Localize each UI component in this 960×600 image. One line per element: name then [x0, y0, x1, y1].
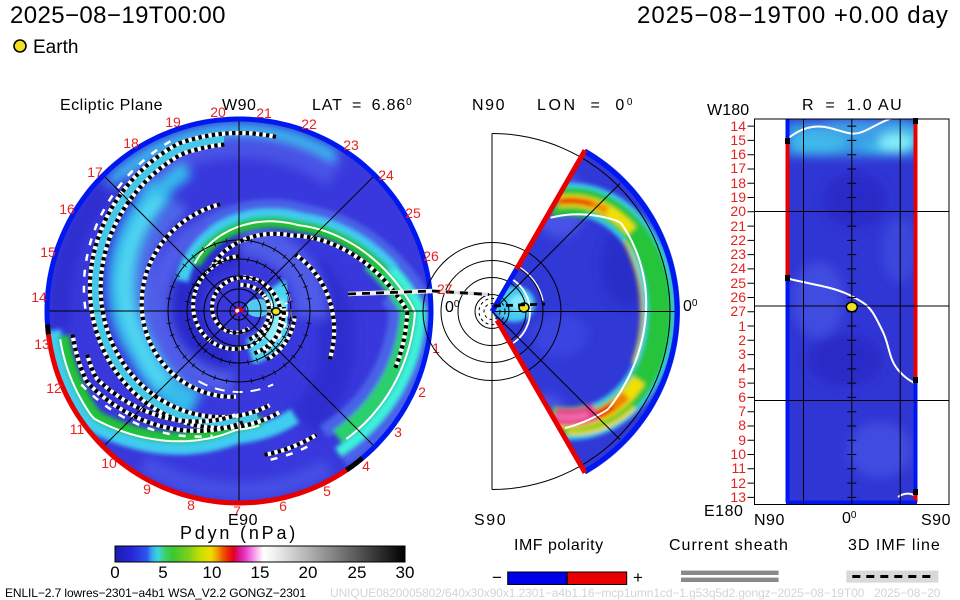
- svg-text:14: 14: [31, 289, 47, 305]
- svg-text:15: 15: [40, 244, 56, 260]
- svg-text:8: 8: [187, 497, 195, 513]
- svg-text:1: 1: [432, 340, 440, 356]
- svg-text:11: 11: [731, 460, 746, 476]
- svg-text:13: 13: [34, 336, 50, 352]
- svg-text:10: 10: [203, 563, 222, 582]
- svg-text:25: 25: [730, 275, 746, 291]
- svg-text:21: 21: [256, 105, 272, 121]
- svg-text:1: 1: [738, 318, 746, 334]
- svg-text:16: 16: [59, 201, 75, 217]
- svg-text:5: 5: [158, 563, 167, 582]
- svg-text:22: 22: [730, 232, 746, 248]
- svg-text:18: 18: [123, 135, 139, 151]
- svg-text:5: 5: [738, 375, 746, 391]
- svg-text:24: 24: [378, 167, 394, 183]
- svg-text:3: 3: [394, 424, 402, 440]
- svg-text:14: 14: [730, 118, 746, 134]
- svg-text:21: 21: [730, 218, 746, 234]
- svg-text:2: 2: [738, 332, 746, 348]
- svg-text:23: 23: [730, 246, 746, 262]
- svg-text:7: 7: [233, 503, 241, 519]
- svg-text:16: 16: [730, 146, 746, 162]
- svg-text:22: 22: [301, 116, 317, 132]
- svg-text:30: 30: [396, 563, 415, 582]
- svg-text:4: 4: [738, 360, 746, 376]
- svg-text:8: 8: [738, 417, 746, 433]
- svg-text:20: 20: [730, 203, 746, 219]
- svg-text:9: 9: [143, 481, 151, 497]
- svg-text:17: 17: [87, 164, 103, 180]
- svg-text:20: 20: [299, 563, 318, 582]
- svg-text:19: 19: [165, 114, 181, 130]
- svg-text:2: 2: [418, 384, 426, 400]
- svg-text:0: 0: [110, 563, 119, 582]
- svg-text:4: 4: [362, 458, 370, 474]
- svg-text:25: 25: [405, 205, 421, 221]
- svg-text:10: 10: [101, 455, 117, 471]
- svg-text:25: 25: [348, 563, 367, 582]
- svg-text:−: −: [492, 568, 502, 587]
- svg-text:12: 12: [46, 380, 62, 396]
- svg-text:15: 15: [251, 563, 270, 582]
- svg-text:23: 23: [343, 137, 359, 153]
- svg-text:26: 26: [730, 289, 746, 305]
- svg-text:12: 12: [730, 475, 746, 491]
- svg-text:19: 19: [730, 189, 746, 205]
- svg-text:15: 15: [730, 132, 746, 148]
- svg-text:26: 26: [423, 248, 439, 264]
- svg-text:13: 13: [730, 489, 746, 505]
- svg-text:27: 27: [730, 303, 746, 319]
- svg-text:5: 5: [323, 483, 331, 499]
- svg-text:17: 17: [730, 160, 746, 176]
- svg-text:24: 24: [730, 260, 746, 276]
- svg-text:3: 3: [738, 346, 746, 362]
- svg-text:10: 10: [730, 446, 746, 462]
- svg-text:18: 18: [730, 175, 746, 191]
- svg-text:7: 7: [738, 403, 746, 419]
- svg-text:+: +: [633, 568, 643, 587]
- svg-text:6: 6: [738, 389, 746, 405]
- svg-text:9: 9: [738, 432, 746, 448]
- svg-text:11: 11: [70, 421, 85, 437]
- svg-text:6: 6: [279, 498, 287, 514]
- svg-text:20: 20: [210, 104, 226, 120]
